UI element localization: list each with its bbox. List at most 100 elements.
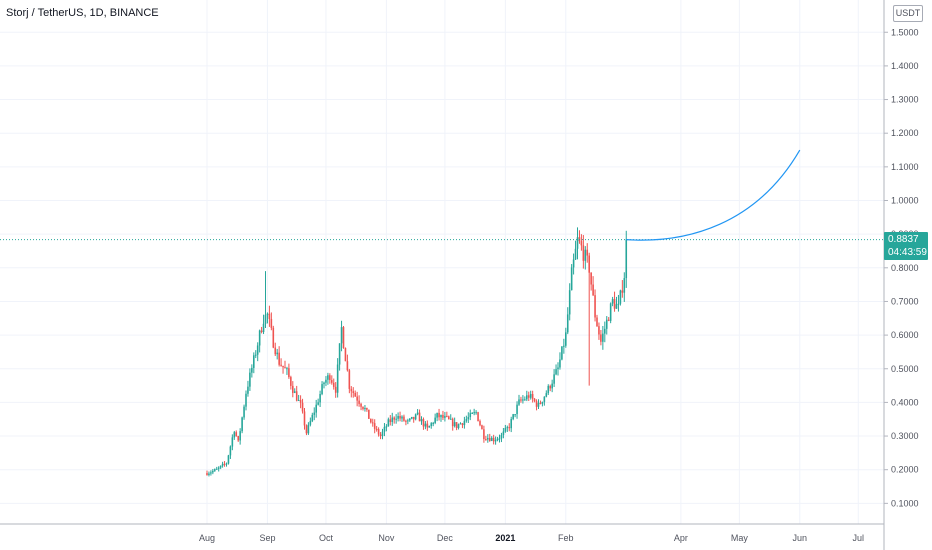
candle-body <box>395 418 397 420</box>
candle-body <box>227 455 230 464</box>
candle-body <box>346 361 349 371</box>
candle-body <box>356 396 358 401</box>
candle-body <box>270 318 273 328</box>
candle-body <box>531 394 534 399</box>
candle-body <box>471 412 473 414</box>
candle-body <box>605 319 608 329</box>
candle-body <box>206 473 208 475</box>
candle-body <box>342 327 345 349</box>
candle-body <box>315 404 317 413</box>
candle-body <box>537 402 540 407</box>
x-tick-label: Jun <box>793 533 808 543</box>
candle-body <box>428 425 431 428</box>
candle-body <box>514 414 516 416</box>
candle-body <box>498 438 501 440</box>
candle-body <box>212 470 214 473</box>
x-tick-label: Oct <box>319 533 334 543</box>
candle-body <box>619 290 622 304</box>
candle-body <box>377 429 380 435</box>
candle-body <box>350 388 353 392</box>
candle-body <box>278 352 280 365</box>
y-tick-label: 1.2000 <box>891 128 919 138</box>
y-tick-label: 1.5000 <box>891 27 919 37</box>
candle-body <box>284 367 286 369</box>
candle-body <box>604 328 606 334</box>
candle-body <box>467 417 470 420</box>
candle-body <box>451 418 454 427</box>
y-tick-label: 1.0000 <box>891 196 919 206</box>
candle-body <box>449 418 452 420</box>
candle-body <box>288 368 290 378</box>
candle-body <box>381 431 384 437</box>
candle-body <box>588 255 590 273</box>
candle-body <box>210 472 212 474</box>
candle-body <box>247 386 249 394</box>
candle-body <box>237 435 239 441</box>
candle-body <box>434 417 436 423</box>
candle-body <box>590 272 592 285</box>
candle-body <box>305 425 308 434</box>
candle-body <box>487 437 489 440</box>
candle-body <box>529 394 532 398</box>
candle-body <box>233 432 236 438</box>
candle-body <box>214 469 216 471</box>
candle-body <box>317 402 319 405</box>
candle-body <box>448 416 450 420</box>
candle-body <box>251 367 253 373</box>
candle-body <box>518 399 520 405</box>
candle-body <box>387 419 390 427</box>
candle-body <box>440 415 442 418</box>
candle-body <box>469 413 472 418</box>
candle-body <box>412 416 415 420</box>
candle-body <box>479 421 481 426</box>
currency-button[interactable]: USDT <box>893 5 923 22</box>
candle-body <box>393 417 395 420</box>
candle-body <box>621 290 624 293</box>
candle-body <box>611 299 614 304</box>
candle-body <box>262 323 265 333</box>
y-tick-label: 0.2000 <box>891 465 919 475</box>
candle-body <box>223 463 226 465</box>
x-tick-label: May <box>731 533 749 543</box>
candle-body <box>397 416 399 419</box>
candle-body <box>340 327 343 344</box>
candle-body <box>520 399 522 401</box>
candle-body <box>426 423 429 428</box>
candle-body <box>444 415 446 418</box>
candle-body <box>235 432 238 436</box>
candle-body <box>391 417 394 423</box>
candle-body <box>559 359 561 368</box>
candle-body <box>453 422 456 427</box>
candle-body <box>539 402 542 404</box>
candle-body <box>344 348 347 362</box>
candle-body <box>494 440 497 442</box>
candle-body <box>615 304 618 309</box>
candle-body <box>409 418 411 421</box>
candle-body <box>239 431 241 441</box>
candle-body <box>506 427 509 429</box>
candle-body <box>446 415 448 417</box>
candle-body <box>385 426 388 428</box>
candle-body <box>338 343 341 365</box>
candle-body <box>303 411 306 426</box>
candle-body <box>229 446 232 456</box>
x-tick-label: Aug <box>199 533 215 543</box>
candle-body <box>485 439 487 441</box>
candle-body <box>455 422 458 428</box>
candle-body <box>292 385 294 393</box>
x-tick-label: 2021 <box>495 533 515 543</box>
candle-body <box>477 412 479 422</box>
candle-body <box>253 355 255 368</box>
candle-body <box>360 403 362 407</box>
candle-body <box>352 391 355 393</box>
candle-body <box>563 345 565 347</box>
candle-body <box>625 239 628 279</box>
candle-body <box>502 431 505 435</box>
candle-body <box>225 463 228 465</box>
candle-body <box>422 419 425 427</box>
candle-body <box>329 375 331 381</box>
candle-body <box>321 384 323 395</box>
candle-body <box>516 404 518 415</box>
candle-body <box>576 237 579 249</box>
